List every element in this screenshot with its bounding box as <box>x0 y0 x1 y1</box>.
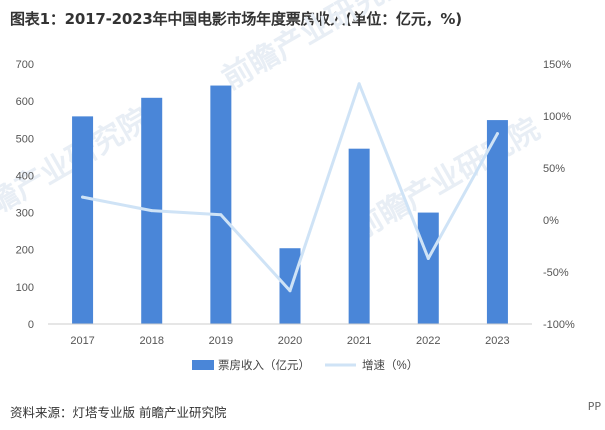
x-tick-label: 2017 <box>70 335 94 347</box>
line-series <box>81 82 499 293</box>
bar <box>348 148 370 324</box>
legend-label: 增速（%） <box>362 358 418 372</box>
chart-title: 图表1：2017-2023年中国电影市场年度票房收入(单位：亿元，%) <box>10 10 462 28</box>
y-right-tick-label: 0% <box>543 215 559 227</box>
y-left-tick-label: 0 <box>28 319 34 331</box>
y-left-tick-label: 400 <box>16 170 34 182</box>
y-right-tick-label: 150% <box>543 59 571 71</box>
line-point <box>357 82 361 86</box>
legend: 票房收入（亿元） 增速（%） <box>192 358 418 372</box>
watermark-text: 前瞻产业研究院 <box>217 0 416 96</box>
x-tick-label: 2019 <box>209 335 233 347</box>
line-point <box>495 132 499 136</box>
y-right-tick-label: -50% <box>543 267 569 279</box>
x-tick-label: 2020 <box>278 335 302 347</box>
y-left-tick-label: 700 <box>16 59 34 71</box>
bar <box>72 116 94 324</box>
source-note: 资料来源：灯塔专业版 前瞻产业研究院 <box>10 405 227 420</box>
y-right-tick-label: -100% <box>543 319 575 331</box>
x-tick-label: 2021 <box>347 335 371 347</box>
bar <box>486 120 508 324</box>
y-left-tick-label: 600 <box>16 96 34 108</box>
line-point <box>426 256 430 260</box>
line-point <box>81 195 85 199</box>
legend-label: 票房收入（亿元） <box>218 358 310 372</box>
y-left-tick-label: 300 <box>16 208 34 220</box>
x-tick-label: 2023 <box>485 335 509 347</box>
y-left-tick-label: 100 <box>16 282 34 294</box>
line-point <box>150 209 154 213</box>
line-point <box>219 213 223 217</box>
legend-swatch-bar <box>192 360 214 370</box>
y-right-tick-label: 50% <box>543 163 565 175</box>
x-tick-label: 2018 <box>139 335 163 347</box>
corner-mark: PP <box>587 400 601 413</box>
x-tick-label: 2022 <box>416 335 440 347</box>
y-left-tick-label: 200 <box>16 245 34 257</box>
y-right-tick-label: 100% <box>543 111 571 123</box>
line-point <box>288 289 292 293</box>
axes: 0 100 200 300 400 500 600 700 -100% -50% 0% 50% 100%… <box>16 59 575 347</box>
bar <box>417 212 439 324</box>
bar <box>210 85 232 325</box>
y-left-tick-label: 500 <box>16 133 34 145</box>
